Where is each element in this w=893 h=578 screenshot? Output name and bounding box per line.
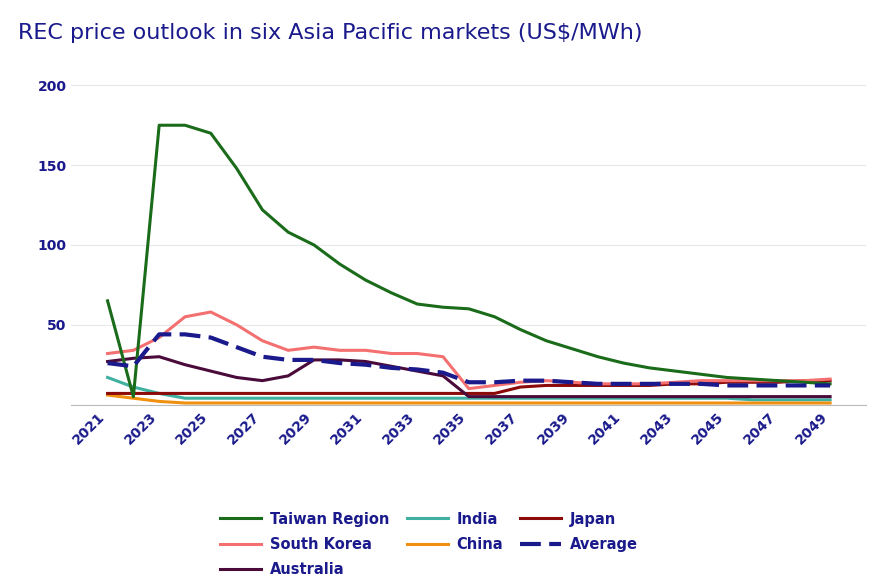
Text: REC price outlook in six Asia Pacific markets (US$/MWh): REC price outlook in six Asia Pacific ma…	[18, 23, 642, 43]
Legend: Taiwan Region, South Korea, Australia, India, China, Japan, Average: Taiwan Region, South Korea, Australia, I…	[214, 506, 644, 578]
